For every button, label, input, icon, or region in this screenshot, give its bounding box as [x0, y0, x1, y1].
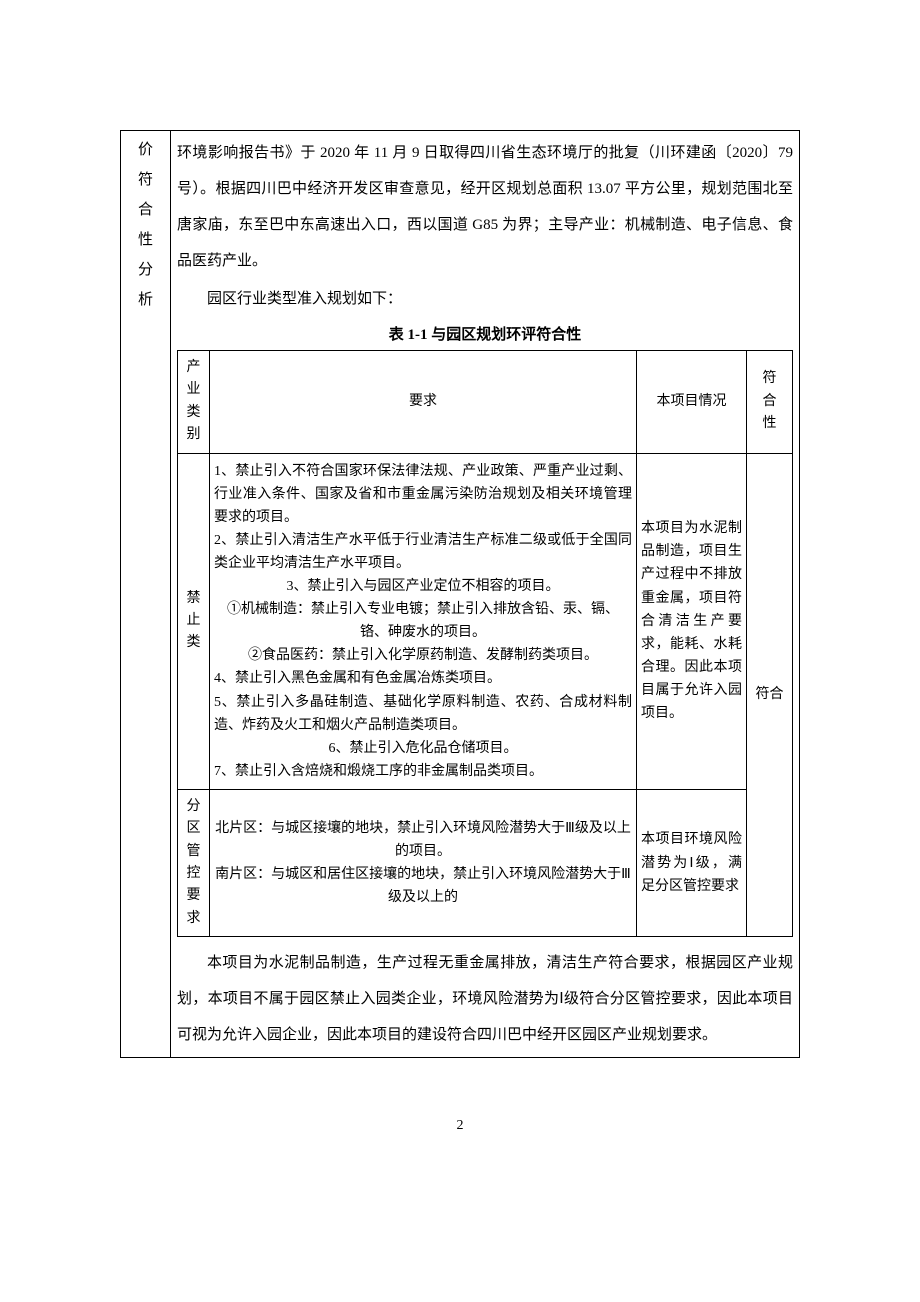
header-category: 产业类别 [178, 351, 210, 454]
paragraph-1: 环境影响报告书》于 2020 年 11 月 9 日取得四川省生态环境厅的批复（川… [177, 135, 793, 279]
table-row: 禁止类 1、禁止引入不符合国家环保法律法规、产业政策、严重产业过剩、行业准入条件… [178, 453, 793, 789]
table-header-row: 产业类别 要求 本项目情况 符合性 [178, 351, 793, 454]
row2-requirements: 北片区：与城区接壤的地块，禁止引入环境风险潜势大于Ⅲ级及以上的项目。 南片区：与… [210, 789, 637, 936]
compliance-table: 产业类别 要求 本项目情况 符合性 禁止类 1、禁止引入不符合国家环保法律法规、… [177, 350, 793, 937]
row1-requirements: 1、禁止引入不符合国家环保法律法规、产业政策、严重产业过剩、行业准入条件、国家及… [210, 453, 637, 789]
row2-situation: 本项目环境风险潜势为Ⅰ级，满足分区管控要求 [637, 789, 747, 936]
row2-category: 分区管控要求 [178, 789, 210, 936]
inner-table-title: 表 1-1 与园区规划环评符合性 [177, 323, 793, 344]
table-row: 分区管控要求 北片区：与城区接壤的地块，禁止引入环境风险潜势大于Ⅲ级及以上的项目… [178, 789, 793, 936]
page-number: 2 [120, 1118, 800, 1134]
header-conformity: 符合性 [747, 351, 793, 454]
header-situation: 本项目情况 [637, 351, 747, 454]
left-label-text: 价符合性分析 [138, 135, 153, 315]
row1-situation: 本项目为水泥制品制造，项目生产过程中不排放重金属，项目符合清洁生产要求，能耗、水… [637, 453, 747, 789]
paragraph-2: 园区行业类型准入规划如下： [177, 281, 793, 317]
left-category-label: 价符合性分析 [121, 131, 171, 1058]
outer-layout-table: 价符合性分析 环境影响报告书》于 2020 年 11 月 9 日取得四川省生态环… [120, 130, 800, 1058]
row1-category: 禁止类 [178, 453, 210, 789]
header-requirement: 要求 [210, 351, 637, 454]
row1-conformity: 符合 [747, 453, 793, 937]
conclusion-paragraph: 本项目为水泥制品制造，生产过程无重金属排放，清洁生产符合要求，根据园区产业规划，… [177, 945, 793, 1053]
main-content-cell: 环境影响报告书》于 2020 年 11 月 9 日取得四川省生态环境厅的批复（川… [171, 131, 800, 1058]
